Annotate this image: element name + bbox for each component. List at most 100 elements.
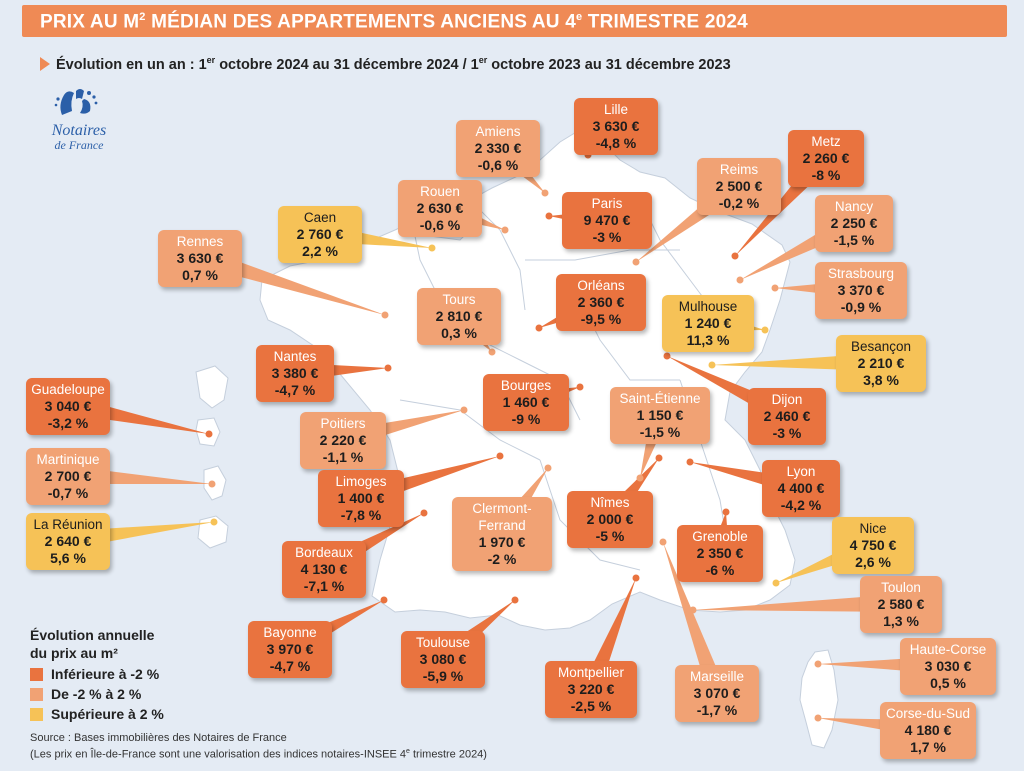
city-bubble-clermont-ferrand: Clermont- Ferrand 1 970 € -2 % — [452, 497, 552, 571]
city-name: Corse-du-Sud — [885, 706, 971, 721]
city-change: 1,3 % — [883, 613, 919, 629]
city-bubble-metz: Metz 2 260 € -8 % — [788, 130, 864, 187]
city-marker-paris — [545, 212, 553, 220]
city-bubble-tours: Tours 2 810 €0,3 % — [417, 288, 501, 345]
connector-rennes — [197, 248, 385, 315]
city-price: 9 470 € — [583, 212, 631, 228]
city-bubble-dijon: Dijon 2 460 € -3 % — [748, 388, 826, 445]
city-change: -0,6 % — [477, 157, 519, 173]
city-bubble-besancon: Besançon 2 210 €3,8 % — [836, 335, 926, 392]
city-marker-haute-corse — [814, 660, 822, 668]
city-name: Bourges — [500, 378, 552, 393]
city-bubble-montpellier: Montpellier 3 220 € -2,5 % — [545, 661, 637, 718]
city-price: 1 400 € — [337, 490, 385, 506]
city-marker-nancy — [736, 276, 744, 284]
city-price: 2 260 € — [802, 150, 850, 166]
city-change: -4,7 % — [269, 658, 311, 674]
city-price: 2 000 € — [586, 511, 634, 527]
city-change: -0,7 % — [47, 485, 89, 501]
city-price: 1 460 € — [502, 394, 550, 410]
city-bubble-caen: Caen 2 760 €2,2 % — [278, 206, 362, 263]
city-change: -0,2 % — [718, 195, 760, 211]
city-bubble-nimes: Nîmes 2 000 € -5 % — [567, 491, 653, 548]
subtitle: Évolution en un an : 1er octobre 2024 au… — [40, 55, 731, 73]
city-bubble-poitiers: Poitiers 2 220 € -1,1 % — [300, 412, 386, 469]
city-name: Marseille — [689, 669, 744, 684]
city-marker-saint-etienne — [636, 474, 644, 482]
legend-swatch — [30, 667, 43, 681]
legend-swatch — [30, 687, 43, 701]
city-marker-strasbourg — [771, 284, 779, 292]
city-price: 4 180 € — [904, 722, 952, 738]
city-marker-orleans — [535, 324, 543, 332]
city-change: 0,3 % — [441, 325, 477, 341]
city-change: -2,5 % — [570, 698, 612, 714]
city-name: Martinique — [36, 452, 100, 467]
legend-title-line2: du prix au m² — [30, 645, 118, 661]
logo-line2: de France — [54, 138, 104, 152]
city-bubble-toulouse: Toulouse 3 080 € -5,9 % — [401, 631, 485, 688]
city-bubble-nice: Nice 4 750 €2,6 % — [832, 517, 914, 574]
city-marker-nice — [772, 579, 780, 587]
legend-item: Inférieure à -2 % — [30, 666, 164, 682]
city-change: -6 % — [705, 562, 735, 578]
city-price: 2 700 € — [44, 468, 92, 484]
city-marker-dijon — [663, 352, 671, 360]
city-change: 0,7 % — [182, 267, 218, 283]
city-bubble-haute-corse: Haute-Corse 3 030 €0,5 % — [900, 638, 996, 695]
city-price: 2 220 € — [319, 432, 367, 448]
city-marker-bayonne — [380, 596, 388, 604]
city-change: -4,8 % — [595, 135, 637, 151]
logo-line1: Notaires — [51, 122, 107, 139]
city-change: -5,9 % — [422, 668, 464, 684]
legend: Évolution annuelle du prix au m² Inférie… — [30, 626, 164, 722]
title-bar: PRIX AU M2 MÉDIAN DES APPARTEMENTS ANCIE… — [22, 5, 1007, 37]
city-name: Toulouse — [415, 635, 471, 650]
city-marker-la-reunion — [210, 518, 218, 526]
city-price: 2 210 € — [857, 355, 905, 371]
city-change: -1,1 % — [322, 449, 364, 465]
city-price: 2 500 € — [715, 178, 763, 194]
city-marker-poitiers — [460, 406, 468, 414]
city-change: -1,5 % — [639, 424, 681, 440]
city-marker-toulouse — [511, 596, 519, 604]
city-bubble-nantes: Nantes 3 380 € -4,7 % — [256, 345, 334, 402]
city-change: -4,7 % — [274, 382, 316, 398]
city-name: Amiens — [475, 124, 521, 139]
city-bubble-lille: Lille 3 630 € -4,8 % — [574, 98, 658, 155]
guadeloupe-shape — [195, 365, 229, 447]
city-marker-metz — [731, 252, 739, 260]
city-change: -9,5 % — [580, 311, 622, 327]
city-price: 2 360 € — [577, 294, 625, 310]
city-bubble-nancy: Nancy 2 250 € -1,5 % — [815, 195, 893, 252]
la-reunion-shape — [197, 515, 229, 549]
city-price: 2 250 € — [830, 215, 878, 231]
city-marker-montpellier — [632, 574, 640, 582]
triangle-bullet-icon — [40, 56, 50, 71]
city-name: Clermont- Ferrand — [472, 501, 532, 533]
source-line1: Source : Bases immobilières des Notaires… — [30, 732, 287, 744]
city-bubble-paris: Paris 9 470 € -3 % — [562, 192, 652, 249]
city-name: Grenoble — [692, 529, 748, 544]
legend-title-line1: Évolution annuelle — [30, 627, 155, 643]
city-name: Saint-Étienne — [619, 391, 701, 406]
city-name: Guadeloupe — [31, 382, 105, 397]
city-price: 1 240 € — [684, 315, 732, 331]
city-marker-marseille — [659, 538, 667, 546]
city-change: 0,5 % — [930, 675, 966, 691]
city-change: 2,6 % — [855, 554, 891, 570]
city-bubble-la-reunion: La Réunion 2 640 €5,6 % — [26, 513, 110, 570]
city-bubble-limoges: Limoges 1 400 € -7,8 % — [318, 470, 404, 527]
city-price: 3 630 € — [176, 250, 224, 266]
city-marker-amiens — [541, 189, 549, 197]
city-marker-guadeloupe — [205, 430, 213, 438]
marianne-logo-icon — [54, 89, 98, 115]
city-marker-nimes — [655, 454, 663, 462]
city-name: Montpellier — [557, 665, 625, 680]
source-line2: (Les prix en Île-de-France sont une valo… — [30, 748, 487, 761]
city-bubble-corse-du-sud: Corse-du-Sud 4 180 €1,7 % — [880, 702, 976, 759]
city-price: 2 760 € — [296, 226, 344, 242]
city-name: Nancy — [834, 199, 874, 214]
city-change: -3 % — [772, 425, 802, 441]
city-name: Haute-Corse — [909, 642, 987, 657]
